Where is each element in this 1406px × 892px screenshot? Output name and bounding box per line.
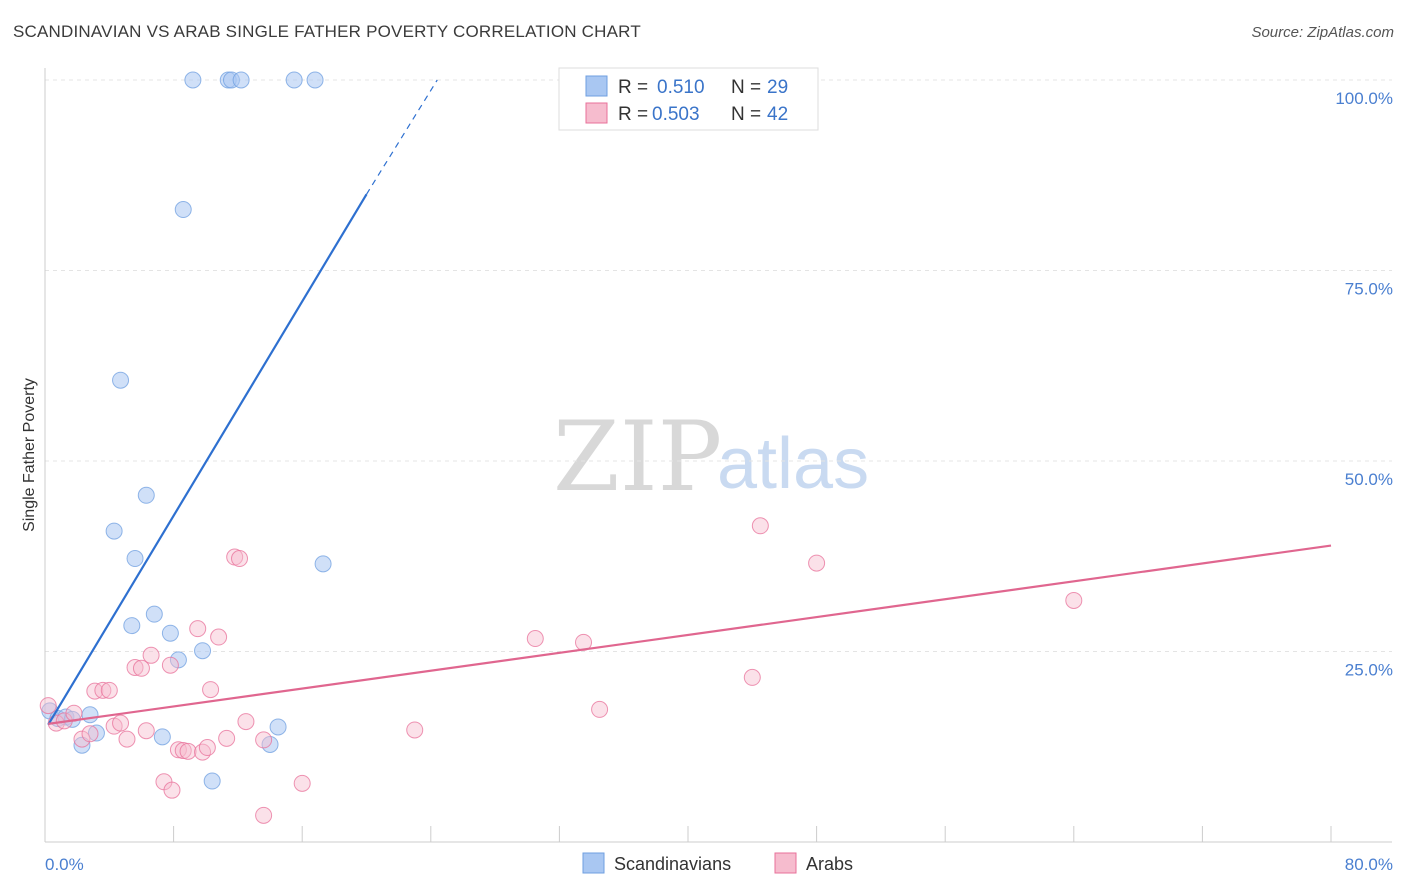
point-scandinavians (269, 718, 287, 736)
point-arabs (808, 554, 826, 572)
point-scandinavians (112, 371, 130, 389)
point-arabs (255, 731, 273, 749)
point-scandinavians (87, 724, 105, 742)
bottom-legend-label-scandinavians: Scandinavians (614, 854, 731, 874)
point-arabs (526, 630, 544, 648)
point-arabs (189, 620, 207, 638)
legend-r-value: 0.510 (657, 77, 705, 98)
point-arabs (179, 742, 197, 760)
point-scandinavians (285, 71, 303, 89)
trend-line-extension-scandinavians (365, 79, 438, 195)
legend-r-value: 0.503 (652, 104, 700, 125)
point-arabs (255, 806, 273, 824)
point-arabs (174, 742, 192, 760)
legend-r-label: R = (618, 104, 648, 125)
point-arabs (94, 681, 112, 699)
x-tick-label-min: 0.0% (45, 855, 84, 874)
point-arabs (591, 700, 609, 718)
point-scandinavians (123, 617, 141, 635)
point-scandinavians (137, 486, 155, 504)
point-scandinavians (81, 706, 99, 724)
point-arabs (202, 681, 220, 699)
trend-line-scandinavians (47, 193, 368, 726)
point-scandinavians (306, 71, 324, 89)
point-scandinavians (126, 550, 144, 568)
legend-n-label: N = (731, 77, 761, 98)
point-scandinavians (161, 624, 179, 642)
x-axis-ticks (173, 826, 1332, 842)
legend-n-label: N = (731, 104, 761, 125)
bottom-legend-swatch-scandinavians (582, 852, 605, 874)
point-arabs (406, 721, 424, 739)
bottom-legend-swatch-arabs (774, 852, 797, 874)
point-arabs (163, 781, 181, 799)
point-arabs (132, 659, 150, 677)
point-arabs (218, 729, 236, 747)
y-axis-tick-labels: 100.0% 75.0% 50.0% 25.0% (1335, 89, 1393, 680)
point-arabs (210, 628, 228, 646)
watermark-atlas: atlas (717, 424, 869, 504)
point-scandinavians (194, 642, 212, 660)
legend-swatch-scandinavians (585, 75, 608, 97)
legend-r-label: R = (618, 77, 648, 98)
watermark-zip: ZIP (553, 401, 722, 513)
legend-n-value: 29 (767, 77, 788, 98)
point-arabs (126, 659, 144, 677)
point-scandinavians (232, 71, 250, 89)
stats-legend: R = 0.510 N = 29 R = 0.503 N = 42 (558, 67, 819, 131)
legend-swatch-arabs (585, 102, 608, 124)
point-scandinavians (203, 772, 221, 790)
y-tick-label: 100.0% (1335, 89, 1393, 108)
trend-lines (47, 79, 1332, 726)
point-scandinavians (174, 201, 192, 219)
point-scandinavians (184, 71, 202, 89)
point-arabs (137, 722, 155, 740)
chart-title: SCANDINAVIAN VS ARAB SINGLE FATHER POVER… (13, 22, 641, 41)
bottom-legend-label-arabs: Arabs (806, 854, 853, 874)
point-scandinavians (105, 522, 123, 540)
point-arabs (39, 697, 57, 715)
point-arabs (142, 646, 160, 664)
point-arabs (194, 743, 212, 761)
point-scandinavians (145, 605, 163, 623)
point-arabs (751, 517, 769, 535)
point-scandinavians (314, 555, 332, 573)
point-arabs (231, 550, 249, 568)
x-tick-label-max: 80.0% (1345, 855, 1393, 874)
legend-n-value: 42 (767, 104, 788, 125)
point-arabs (237, 713, 255, 731)
point-arabs (81, 725, 99, 743)
point-arabs (118, 730, 136, 748)
trend-line-arabs (48, 544, 1332, 725)
y-tick-label: 75.0% (1345, 280, 1393, 299)
point-arabs (743, 668, 761, 686)
point-arabs (100, 681, 118, 699)
y-axis-label: Single Father Poverty (21, 378, 38, 532)
point-arabs (1065, 591, 1083, 609)
point-arabs (198, 739, 216, 757)
series-legend: Scandinavians Arabs (582, 852, 853, 874)
point-arabs (161, 656, 179, 674)
point-scandinavians (153, 728, 171, 746)
y-tick-label: 25.0% (1345, 661, 1393, 680)
source-credit: Source: ZipAtlas.com (1251, 24, 1394, 41)
point-arabs (293, 774, 311, 792)
point-arabs (112, 714, 130, 732)
y-tick-label: 50.0% (1345, 470, 1393, 489)
